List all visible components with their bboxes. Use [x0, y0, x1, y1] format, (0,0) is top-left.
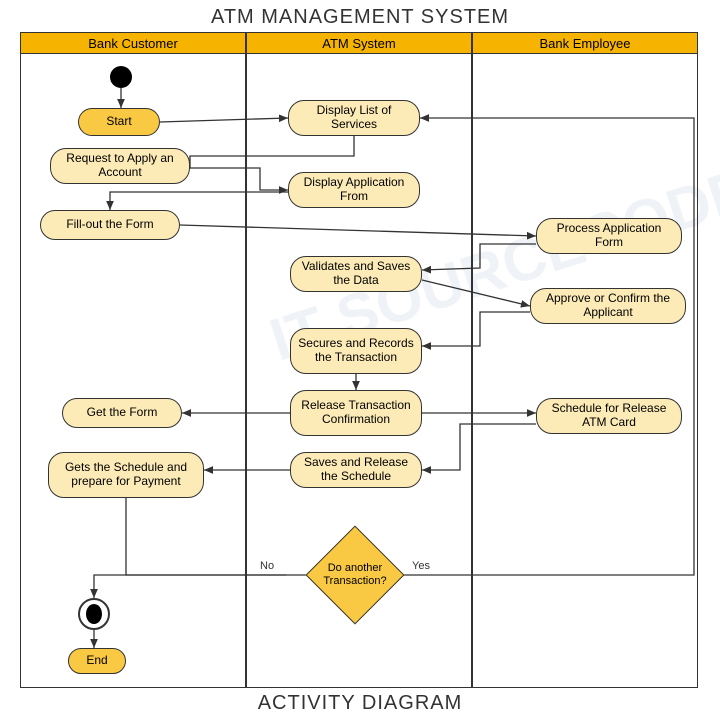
node-getsch: Gets the Schedule and prepare for Paymen…: [48, 452, 204, 498]
node-appf: Display Application From: [288, 172, 420, 208]
node-rel: Release Transaction Confirmation: [290, 390, 422, 436]
edge-6: [422, 244, 536, 270]
edge-1: [160, 118, 288, 122]
edge-7: [422, 280, 530, 306]
node-getf: Get the Form: [62, 398, 182, 428]
node-appr: Approve or Confirm the Applicant: [530, 288, 686, 324]
node-init: [110, 66, 132, 88]
edge-label-1: Yes: [410, 560, 432, 572]
edge-16: [94, 575, 286, 598]
node-start: Start: [78, 108, 160, 136]
node-proc: Process Application Form: [536, 218, 682, 254]
edge-8: [422, 312, 530, 346]
edge-label-0: No: [258, 560, 276, 572]
diagram-stage: IT SOURCECODE ATM MANAGEMENT SYSTEM ACTI…: [0, 0, 720, 720]
node-secure: Secures and Records the Transaction: [290, 328, 422, 374]
edge-3: [190, 168, 288, 190]
node-end: End: [68, 648, 126, 674]
node-valid: Validates and Saves the Data: [290, 256, 422, 292]
edge-5: [180, 225, 536, 236]
edge-4: [110, 192, 288, 210]
edge-12: [422, 424, 536, 470]
node-req: Request to Apply an Account: [50, 148, 190, 184]
node-sched: Schedule for Release ATM Card: [536, 398, 682, 434]
node-final: [78, 598, 110, 630]
node-disp: Display List of Services: [288, 100, 420, 136]
edge-14: [126, 498, 320, 575]
node-saves: Saves and Release the Schedule: [290, 452, 422, 488]
node-fill: Fill-out the Form: [40, 210, 180, 240]
